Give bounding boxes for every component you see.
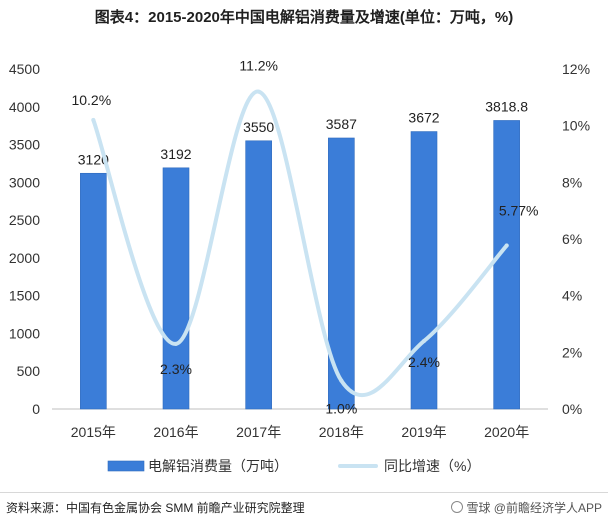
y-right-tick-label: 4% [562, 288, 582, 304]
y-right-tick-label: 12% [562, 61, 590, 77]
y-right-tick-label: 8% [562, 174, 582, 190]
y-left-tick-label: 4500 [9, 61, 40, 77]
y-left-tick-label: 3000 [9, 174, 40, 190]
y-right-tick-label: 2% [562, 344, 582, 360]
line-value-label: 2.4% [408, 354, 440, 370]
y-left-tick-label: 2000 [9, 250, 40, 266]
x-tick-label: 2016年 [153, 424, 198, 440]
x-tick-label: 2018年 [319, 424, 364, 440]
bar-consumption [493, 120, 520, 410]
x-tick-label: 2020年 [484, 424, 529, 440]
line-point-growth [339, 378, 344, 383]
y-left-tick-label: 4000 [9, 99, 40, 115]
y-right-tick-label: 10% [562, 118, 590, 134]
snowball-icon [451, 501, 464, 513]
line-value-label: 11.2% [239, 58, 278, 74]
bar-value-label: 3192 [160, 146, 191, 162]
y-left-tick-label: 3500 [9, 137, 40, 153]
bar-value-label: 3120 [78, 151, 109, 167]
legend-swatch-consumption [107, 460, 145, 472]
series-line-growth [91, 89, 509, 398]
footer-divider [0, 492, 608, 493]
legend-label-growth: 同比增速（%） [384, 458, 480, 474]
source-note: 资料来源：中国有色金属协会 SMM 前瞻产业研究院整理 [6, 501, 305, 515]
y-right-tick-label: 0% [562, 401, 582, 417]
y-left-tick-label: 1000 [9, 325, 40, 341]
bar-value-label: 3587 [326, 116, 357, 132]
line-value-label: 10.2% [71, 92, 111, 108]
line-value-label: 2.3% [160, 361, 192, 377]
watermark-text: 雪球 @前瞻经济学人APP [466, 501, 602, 515]
bar-value-label: 3550 [243, 119, 274, 135]
legend-label-consumption: 电解铝消费量（万吨） [148, 458, 288, 474]
y-left-tick-label: 1500 [9, 288, 40, 304]
watermark: 雪球 @前瞻经济学人APP [451, 499, 602, 516]
y-right-tick-label: 6% [562, 231, 582, 247]
x-tick-label: 2019年 [401, 424, 446, 440]
chart-title: 图表4：2015-2020年中国电解铝消费量及增速(单位：万吨，%) [94, 9, 514, 26]
x-tick-label: 2015年 [71, 424, 116, 440]
line-value-label: 1.0% [325, 401, 357, 417]
y-left-tick-label: 500 [17, 363, 41, 379]
bar-consumption [162, 167, 190, 410]
line-point-growth [422, 339, 426, 343]
line-value-label: 5.77% [499, 203, 539, 219]
x-tick-label: 2017年 [236, 424, 281, 440]
bar-value-label: 3672 [408, 110, 439, 126]
bar-consumption [328, 137, 355, 410]
line-point-growth [256, 89, 261, 94]
line-point-growth [91, 118, 96, 122]
bar-consumption [245, 140, 272, 410]
y-left-tick-label: 2500 [9, 212, 40, 228]
line-point-growth [504, 243, 509, 248]
bar-consumption [410, 131, 438, 410]
line-point-growth [174, 341, 178, 346]
y-left-tick-label: 0 [32, 401, 40, 417]
bar-value-label: 3818.8 [485, 98, 528, 114]
bar-consumption [80, 172, 107, 410]
